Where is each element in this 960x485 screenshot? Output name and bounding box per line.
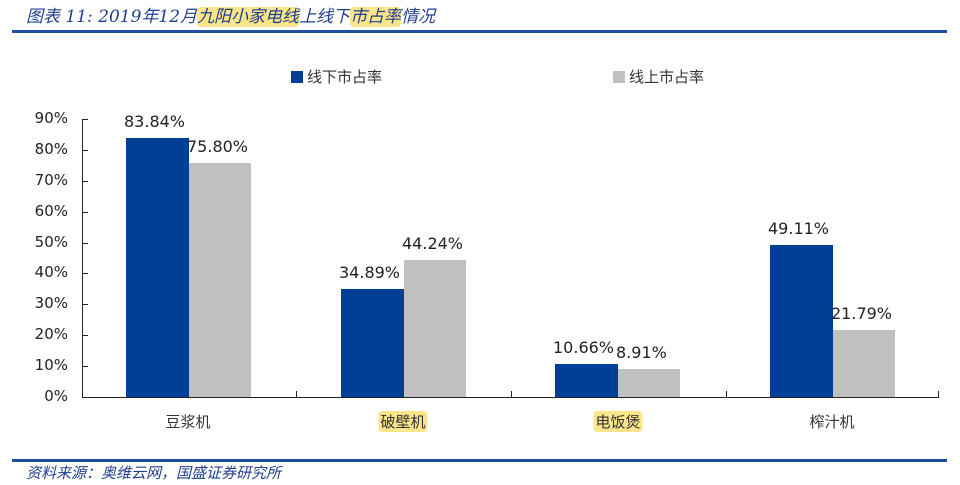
y-tick-label: 90% bbox=[34, 109, 68, 127]
category-label: 电饭煲 bbox=[593, 411, 643, 432]
legend-label-online: 线上市占率 bbox=[629, 68, 705, 86]
data-label-online: 44.24% bbox=[402, 234, 464, 254]
data-label-online: 8.91% bbox=[616, 343, 667, 363]
y-tick-label: 40% bbox=[34, 263, 68, 282]
data-label-offline: 34.89% bbox=[339, 263, 401, 283]
title-highlight-2: 市占率 bbox=[350, 7, 402, 27]
bar-offline bbox=[555, 364, 618, 397]
legend-swatch-online bbox=[613, 70, 625, 83]
category-label: 榨汁机 bbox=[809, 413, 855, 431]
y-tick-mark bbox=[82, 273, 88, 275]
title-prefix: 图表 11: 2019年12月 bbox=[26, 7, 198, 27]
legend-online: 线上市占率 bbox=[613, 66, 704, 87]
bar-offline bbox=[341, 289, 404, 397]
y-tick-label: 30% bbox=[34, 294, 68, 313]
legend-swatch-offline bbox=[291, 70, 303, 83]
legend-label-offline: 线下市占率 bbox=[307, 68, 383, 86]
y-tick-mark bbox=[82, 335, 88, 337]
bar-online bbox=[189, 162, 251, 397]
y-tick-label: 0% bbox=[44, 387, 68, 405]
data-label-offline: 49.11% bbox=[768, 219, 830, 239]
chart-title: 图表 11: 2019年12月九阳小家电线上线下市占率情况 bbox=[26, 2, 435, 27]
legend-offline: 线下市占率 bbox=[291, 66, 382, 87]
y-tick-label: 20% bbox=[34, 325, 68, 344]
bar-online bbox=[618, 369, 680, 397]
bar-offline bbox=[770, 245, 833, 397]
category-label: 豆浆机 bbox=[165, 413, 211, 431]
y-tick-mark bbox=[82, 180, 88, 182]
y-tick-mark bbox=[82, 366, 88, 368]
y-tick-label: 60% bbox=[34, 201, 68, 220]
title-highlight-1: 九阳小家电线 bbox=[197, 7, 300, 27]
data-label-online: 75.80% bbox=[187, 136, 249, 156]
y-tick-label: 10% bbox=[34, 356, 68, 375]
bar-online bbox=[404, 260, 466, 397]
data-label-offline: 83.84% bbox=[124, 112, 186, 132]
y-tick-mark bbox=[82, 149, 88, 151]
bar-online bbox=[833, 329, 895, 397]
x-tick-mark bbox=[938, 391, 939, 397]
title-suffix: 情况 bbox=[401, 7, 436, 27]
data-label-offline: 10.66% bbox=[553, 338, 615, 358]
y-tick-label: 70% bbox=[34, 170, 68, 189]
y-tick-mark bbox=[82, 119, 88, 120]
y-tick-label: 50% bbox=[34, 232, 68, 251]
x-tick-mark bbox=[726, 391, 727, 397]
bar-offline bbox=[126, 138, 189, 397]
y-tick-mark bbox=[82, 304, 88, 306]
title-mid: 上线下 bbox=[299, 7, 351, 27]
x-tick-mark bbox=[511, 391, 512, 397]
source-note: 资料来源：奥维云网，国盛证券研究所 bbox=[26, 464, 282, 482]
category-label: 破壁机 bbox=[378, 411, 428, 432]
y-tick-label: 80% bbox=[34, 139, 68, 158]
x-tick-mark bbox=[296, 391, 297, 397]
y-tick-mark bbox=[82, 211, 88, 213]
y-axis bbox=[82, 119, 83, 398]
y-tick-mark bbox=[82, 242, 88, 244]
top-divider bbox=[12, 30, 947, 33]
y-tick-mark bbox=[82, 397, 88, 398]
data-label-online: 21.79% bbox=[831, 303, 893, 323]
x-tick-mark bbox=[82, 391, 83, 397]
x-axis bbox=[82, 397, 939, 398]
bottom-divider bbox=[12, 459, 947, 462]
